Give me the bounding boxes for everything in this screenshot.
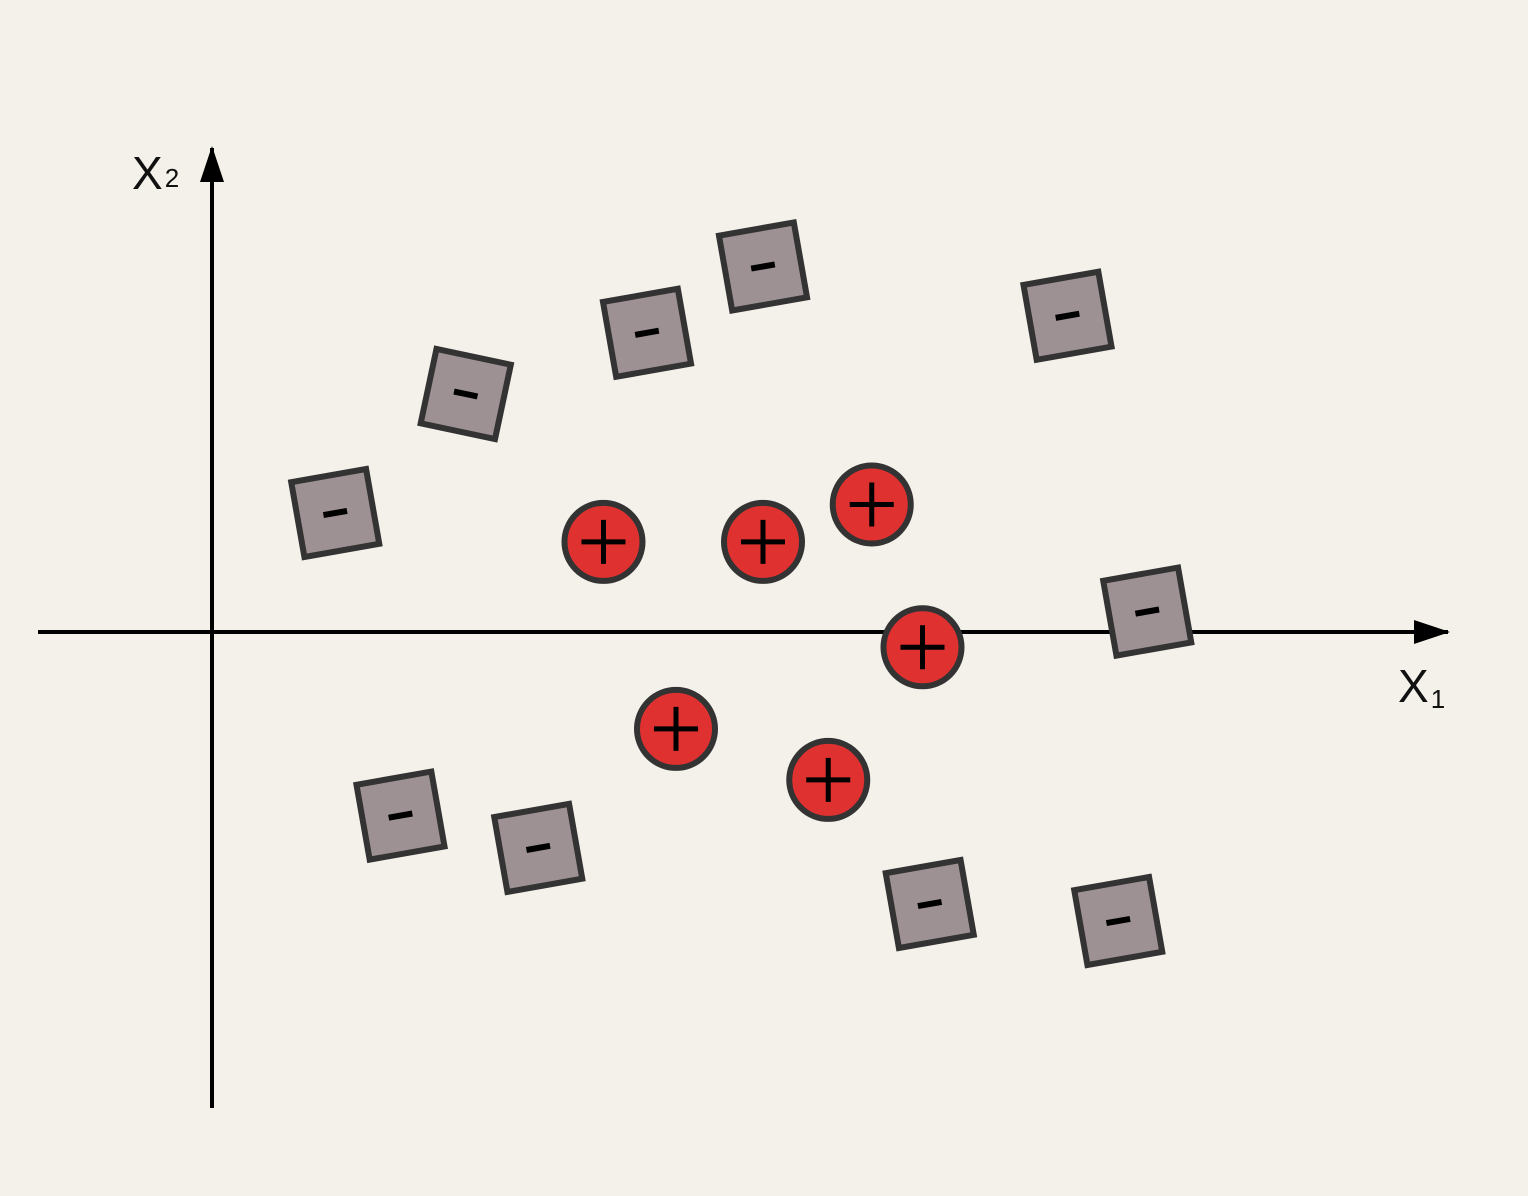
minus-icon [634, 327, 660, 338]
x-axis-label: X1 [1398, 660, 1445, 714]
negative-point [490, 800, 586, 896]
negative-point [1099, 564, 1195, 660]
negative-point [287, 465, 383, 561]
positive-point [880, 605, 965, 690]
negative-point [353, 768, 448, 864]
y-axis-label-sub: 2 [165, 163, 179, 193]
minus-icon [1134, 606, 1160, 617]
y-axis-label-main: X [132, 147, 163, 199]
minus-icon [917, 898, 943, 910]
y-axis-label: X2 [132, 147, 179, 199]
minus-icon [322, 507, 348, 519]
x-axis-label-sub: 1 [1431, 684, 1445, 714]
minus-icon [750, 261, 776, 272]
points-layer [287, 219, 1195, 969]
negative-point [1020, 268, 1115, 364]
x-axis-label-main: X [1398, 660, 1429, 712]
positive-point [561, 499, 646, 584]
negative-point [1070, 873, 1166, 969]
negative-point [417, 345, 515, 443]
minus-icon [453, 388, 479, 400]
minus-icon [388, 810, 413, 821]
minus-icon [525, 842, 551, 853]
minus-icon [1055, 310, 1080, 321]
negative-point [715, 219, 811, 314]
positive-point [829, 462, 914, 547]
minus-icon [1105, 915, 1131, 927]
positive-point [786, 737, 871, 822]
negative-point [882, 856, 978, 952]
positive-point [721, 499, 805, 584]
positive-point [634, 686, 718, 771]
negative-point [599, 285, 695, 381]
